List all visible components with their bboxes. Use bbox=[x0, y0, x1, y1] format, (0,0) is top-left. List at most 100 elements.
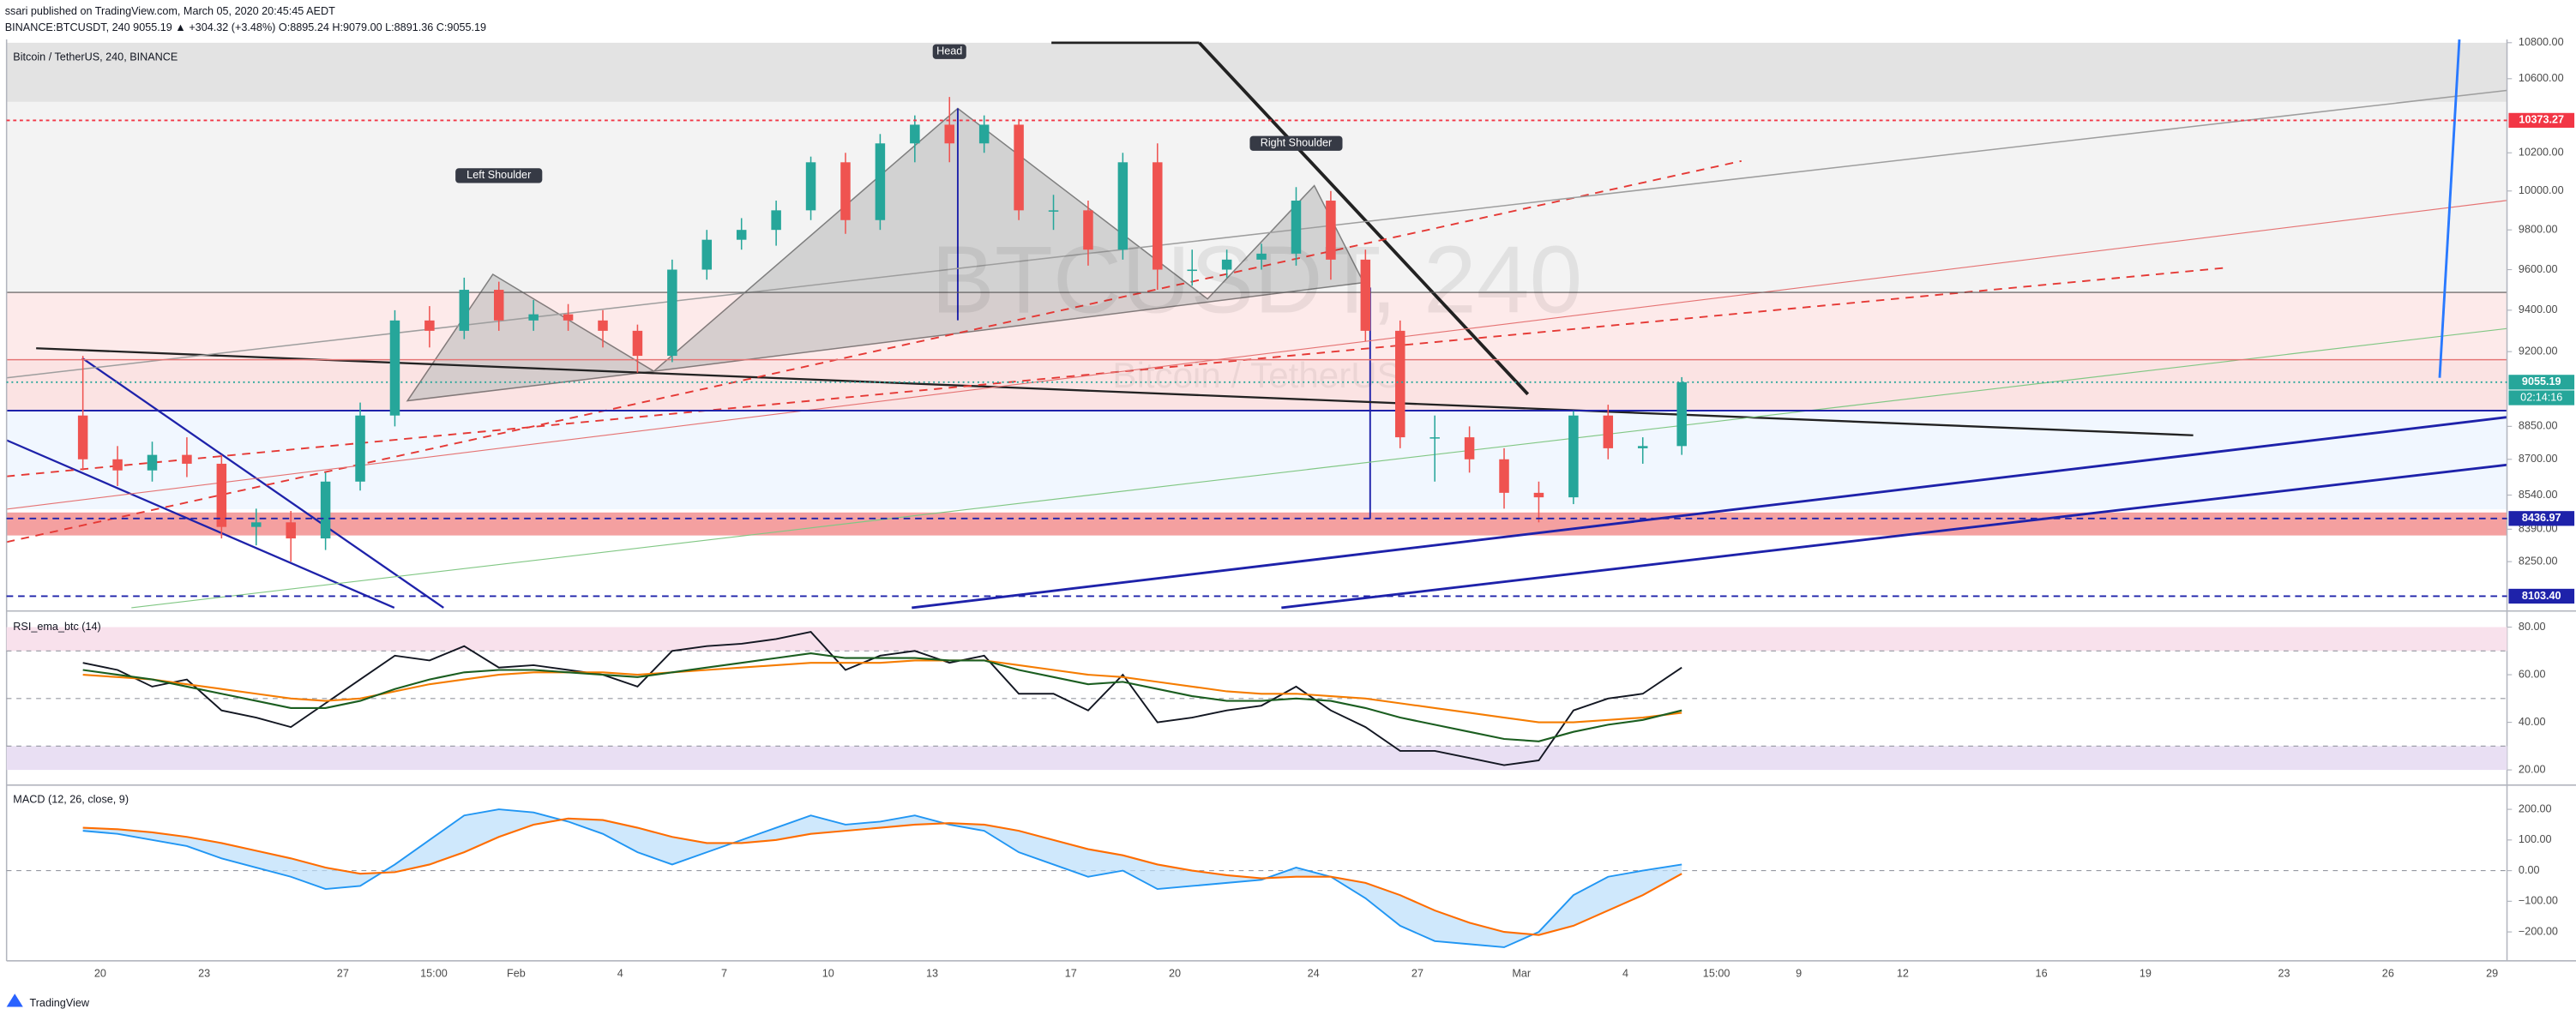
channel-line bbox=[6, 159, 1742, 544]
price-badge bbox=[2508, 588, 2575, 604]
y-tick-label: 8250.00 bbox=[2519, 555, 2558, 567]
candle-body bbox=[147, 454, 158, 471]
candle-body bbox=[1153, 162, 1163, 270]
candle-body bbox=[598, 320, 608, 331]
price-badge-label: 8103.40 bbox=[2522, 590, 2561, 602]
y-tick-label: 20.00 bbox=[2519, 763, 2546, 775]
candle-body bbox=[459, 290, 470, 331]
x-tick-label: 20 bbox=[1169, 967, 1181, 979]
candle-body bbox=[251, 522, 262, 527]
trend-line bbox=[1198, 41, 1530, 396]
candle-body bbox=[77, 415, 88, 459]
y-tick-label: 9800.00 bbox=[2519, 224, 2558, 236]
frame bbox=[5, 39, 2576, 962]
y-tick-label: 10200.00 bbox=[2519, 147, 2564, 159]
x-tick-label: 4 bbox=[617, 967, 623, 979]
y-tick-label: 60.00 bbox=[2519, 668, 2546, 680]
zone-support bbox=[6, 512, 2507, 536]
candle-body bbox=[320, 481, 331, 539]
legend: Bitcoin / TetherUS, 240, BINANCE bbox=[13, 51, 178, 63]
x-tick-label: 15:00 bbox=[420, 967, 448, 979]
candle-body bbox=[1603, 415, 1614, 448]
x-tick-label: 7 bbox=[721, 967, 727, 979]
candle-body bbox=[1187, 269, 1197, 272]
candle-body bbox=[840, 162, 851, 220]
x-tick-label: 26 bbox=[2382, 967, 2394, 979]
publisher: ssari published on TradingView.com, Marc… bbox=[5, 5, 335, 17]
y-tick-label: 8850.00 bbox=[2519, 420, 2558, 432]
zone-top bbox=[6, 42, 2507, 102]
annotation-box bbox=[455, 168, 543, 183]
drawings bbox=[6, 39, 2507, 610]
watermark-sub: Bitcoin / TetherUS bbox=[1112, 355, 1400, 395]
candle-body bbox=[1533, 492, 1544, 498]
trend-line bbox=[6, 439, 395, 609]
candle-body bbox=[1499, 459, 1509, 493]
candle-body bbox=[389, 320, 400, 416]
trend-line bbox=[1281, 463, 2507, 610]
candle-body bbox=[1676, 381, 1687, 447]
candle-body bbox=[563, 314, 574, 321]
candle-body bbox=[632, 330, 643, 357]
zone-fib bbox=[6, 411, 2507, 509]
y-tick-label: 100.00 bbox=[2519, 833, 2552, 845]
x-tick-label: 17 bbox=[1065, 967, 1077, 979]
rsi-band bbox=[6, 746, 2507, 771]
fan-line bbox=[6, 200, 2507, 510]
fan-line bbox=[6, 89, 2507, 379]
indicator-title: RSI_ema_btc (14) bbox=[13, 621, 100, 633]
indicator-line bbox=[82, 817, 1682, 936]
candle-body bbox=[701, 239, 713, 270]
candle-body bbox=[1117, 162, 1129, 250]
annotation-box bbox=[932, 44, 966, 59]
indicator-line bbox=[82, 652, 1682, 742]
watermark: BTCUSDT, 240 bbox=[931, 226, 1582, 333]
x-tick-label: 10 bbox=[822, 967, 834, 979]
candle-body bbox=[910, 124, 920, 144]
x-tick-label: 13 bbox=[926, 967, 938, 979]
indicator-line bbox=[82, 808, 1682, 948]
candle-body bbox=[528, 314, 539, 321]
y-tick-label: 200.00 bbox=[2519, 802, 2552, 814]
fan-line bbox=[131, 327, 2507, 609]
rsi-band bbox=[6, 627, 2507, 652]
candle-body bbox=[1464, 437, 1475, 459]
projection bbox=[2438, 39, 2461, 378]
x-tick-label: 9 bbox=[1796, 967, 1802, 979]
x-tick-label: 15:00 bbox=[1703, 967, 1730, 979]
indicator-line bbox=[82, 631, 1682, 766]
x-tick-label: Mar bbox=[1512, 967, 1531, 979]
candle-body bbox=[286, 522, 296, 539]
price-badge-label: 9055.19 bbox=[2522, 375, 2561, 387]
zone-fib bbox=[6, 292, 2507, 362]
y-tick-label: 8700.00 bbox=[2519, 453, 2558, 465]
y-tick-label: 9600.00 bbox=[2519, 263, 2558, 275]
candle-body bbox=[875, 143, 886, 220]
x-tick-label: 27 bbox=[337, 967, 349, 979]
y-tick-label: 0.00 bbox=[2519, 864, 2540, 876]
y-tick-label: 8540.00 bbox=[2519, 489, 2558, 501]
candle-body bbox=[771, 210, 781, 231]
countdown-badge bbox=[2508, 390, 2575, 405]
y-tick-label: 9200.00 bbox=[2519, 345, 2558, 357]
y-tick-label: −200.00 bbox=[2519, 925, 2558, 937]
footer: TradingView bbox=[29, 997, 89, 1009]
head-shoulders bbox=[406, 107, 1365, 402]
x-tick-label: 27 bbox=[1411, 967, 1423, 979]
candle-body bbox=[424, 320, 435, 331]
price-badge bbox=[2508, 511, 2575, 526]
candle-body bbox=[1256, 253, 1267, 260]
candle-body bbox=[667, 269, 677, 357]
candle-body bbox=[805, 162, 816, 211]
y-tick-label: 10000.00 bbox=[2519, 184, 2564, 196]
candle-body bbox=[1326, 201, 1336, 260]
footer-logo bbox=[6, 994, 23, 1007]
trend-line bbox=[81, 357, 444, 609]
y-tick-label: −100.00 bbox=[2519, 895, 2558, 907]
countdown-label: 02:14:16 bbox=[2520, 391, 2562, 403]
candle-body bbox=[355, 415, 365, 482]
candle-body bbox=[1014, 124, 1024, 211]
y-tick-label: 10600.00 bbox=[2519, 72, 2564, 84]
y-tick-label: 40.00 bbox=[2519, 716, 2546, 728]
